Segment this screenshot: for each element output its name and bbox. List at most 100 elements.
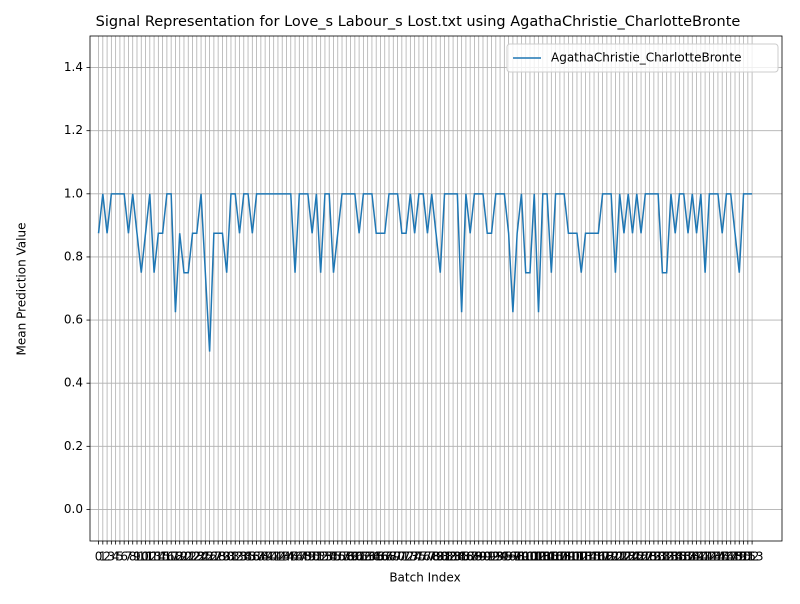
x-tick-label: 60	[347, 550, 362, 564]
x-tick-label: 122	[608, 550, 631, 564]
x-tick-label: 70	[390, 550, 405, 564]
x-tick-label: 112	[566, 550, 589, 564]
x-tick-label: 91	[480, 550, 495, 564]
x-tick-label: 146	[711, 550, 734, 564]
x-tick-label: 151	[732, 550, 755, 564]
x-tick-label: 8	[129, 550, 137, 564]
x-tick-label: 69	[386, 550, 401, 564]
x-tick-label: 86	[458, 550, 473, 564]
x-tick-label: 71	[394, 550, 409, 564]
x-tick-label: 144	[702, 550, 725, 564]
x-tick-label: 87	[463, 550, 478, 564]
x-tick-label: 106	[540, 550, 563, 564]
x-tick-label: 148	[719, 550, 742, 564]
x-tick-label: 51	[309, 550, 324, 564]
x-tick-label: 57	[334, 550, 349, 564]
x-tick-label: 133	[655, 550, 678, 564]
x-tick-label: 150	[728, 550, 751, 564]
x-tick-label: 36	[245, 550, 260, 564]
x-tick-label: 110	[557, 550, 580, 564]
x-tick-label: 74	[407, 550, 422, 564]
x-tick-label: 38	[253, 550, 268, 564]
x-tick-label: 120	[600, 550, 623, 564]
x-tick-label: 24	[193, 550, 208, 564]
x-tick-label: 143	[698, 550, 721, 564]
x-tick-label: 27	[206, 550, 221, 564]
x-tick-label: 62	[356, 550, 371, 564]
x-tick-label: 58	[339, 550, 354, 564]
x-tick-label: 94	[492, 550, 507, 564]
x-tick-label: 10	[134, 550, 149, 564]
x-tick-label: 130	[642, 550, 665, 564]
x-tick-label: 29	[215, 550, 230, 564]
x-tick-label: 64	[364, 550, 379, 564]
y-tick-label: 0.0	[64, 502, 83, 516]
x-tick-label: 117	[587, 550, 610, 564]
x-tick-label: 84	[450, 550, 465, 564]
x-tick-label: 149	[724, 550, 747, 564]
x-tick-label: 104	[531, 550, 554, 564]
x-tick-label: 41	[266, 550, 281, 564]
x-tick-label: 48	[296, 550, 311, 564]
x-tick-label: 44	[279, 550, 294, 564]
x-tick-label: 65	[369, 550, 384, 564]
x-axis-label: Batch Index	[389, 571, 460, 585]
x-tick-label: 39	[257, 550, 272, 564]
data-line	[97, 193, 753, 352]
x-tick-label: 55	[326, 550, 341, 564]
x-tick-label: 116	[583, 550, 606, 564]
x-tick-label: 99	[514, 550, 529, 564]
x-tick-label: 85	[454, 550, 469, 564]
x-tick-label: 93	[488, 550, 503, 564]
x-tick-label: 7	[125, 550, 133, 564]
x-tick-label: 152	[736, 550, 759, 564]
y-tick-label: 0.4	[64, 376, 83, 390]
x-tick-label: 49	[300, 550, 315, 564]
x-tick-label: 127	[630, 550, 653, 564]
x-tick-label: 119	[595, 550, 618, 564]
x-tick-label: 135	[664, 550, 687, 564]
x-tick-label: 138	[677, 550, 700, 564]
x-tick-label: 53	[317, 550, 332, 564]
x-tick-label: 137	[672, 550, 695, 564]
x-tick-label: 121	[604, 550, 627, 564]
x-tick-label: 20	[176, 550, 191, 564]
x-tick-label: 31	[223, 550, 238, 564]
x-tick-label: 59	[343, 550, 358, 564]
x-tick-label: 114	[574, 550, 597, 564]
x-tick-label: 18	[168, 550, 183, 564]
x-tick-label: 2	[103, 550, 111, 564]
x-tick-label: 134	[659, 550, 682, 564]
x-tick-label: 43	[275, 550, 290, 564]
x-tick-label: 32	[228, 550, 243, 564]
x-tick-label: 11	[138, 550, 153, 564]
x-tick-label: 3	[108, 550, 116, 564]
plot-frame	[89, 35, 783, 542]
x-tick-label: 103	[527, 550, 550, 564]
x-tick-label: 118	[591, 550, 614, 564]
x-tick-label: 92	[484, 550, 499, 564]
x-tick-label: 25	[198, 550, 213, 564]
y-tick-label: 1.4	[64, 60, 83, 74]
x-tick-label: 129	[638, 550, 661, 564]
x-tick-label: 77	[420, 550, 435, 564]
x-tick-label: 17	[164, 550, 179, 564]
x-tick-label: 139	[681, 550, 704, 564]
x-tick-label: 0	[95, 550, 103, 564]
x-tick-label: 22	[185, 550, 200, 564]
x-tick-label: 132	[651, 550, 674, 564]
x-tick-label: 153	[741, 550, 764, 564]
x-tick-label: 136	[668, 550, 691, 564]
x-tick-label: 46	[287, 550, 302, 564]
x-tick-label: 26	[202, 550, 217, 564]
x-tick-label: 147	[715, 550, 738, 564]
y-tick-label: 0.2	[64, 439, 83, 453]
x-tick-label: 33	[232, 550, 247, 564]
x-tick-label: 113	[570, 550, 593, 564]
x-tick-label: 5	[116, 550, 124, 564]
x-tick-label: 90	[475, 550, 490, 564]
x-tick-label: 42	[270, 550, 285, 564]
x-tick-label: 81	[437, 550, 452, 564]
